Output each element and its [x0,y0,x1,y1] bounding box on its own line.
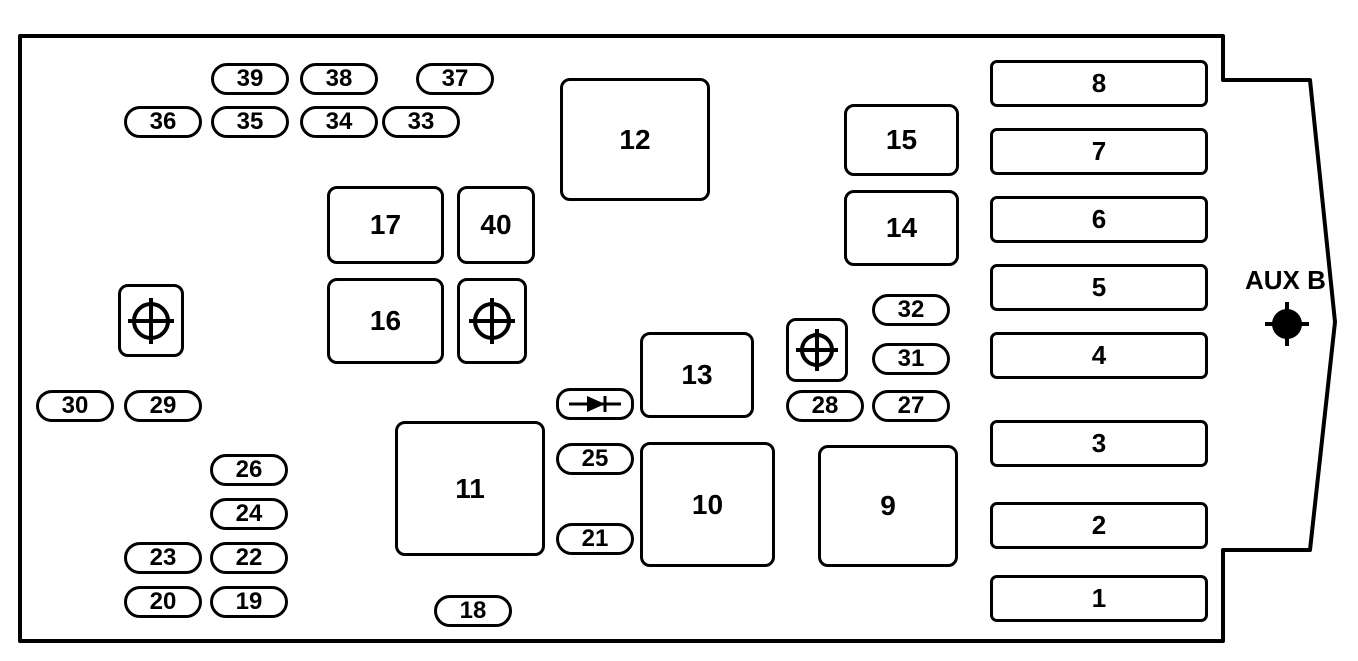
fuse-25: 25 [556,443,634,475]
maxi-fuse-7: 7 [990,128,1208,175]
maxi-fuse-2: 2 [990,502,1208,549]
maxi-fuse-3: 3 [990,420,1208,467]
fuse-21: 21 [556,523,634,555]
fuse-39: 39 [211,63,289,95]
relay-15: 15 [844,104,959,176]
fuse-28: 28 [786,390,864,422]
relay-14: 14 [844,190,959,266]
relay-9: 9 [818,445,958,567]
fuse-23: 23 [124,542,202,574]
crosshair-box-28 [786,318,848,382]
crosshair-box-16 [457,278,527,364]
crosshair-box-29 [118,284,184,357]
fuse-19: 19 [210,586,288,618]
relay-40: 40 [457,186,535,264]
fuse-35: 35 [211,106,289,138]
fuse-26: 26 [210,454,288,486]
fuse-18: 18 [434,595,512,627]
aux-b-crosshair [1265,302,1309,346]
fuse-38: 38 [300,63,378,95]
relay-12: 12 [560,78,710,201]
relay-17: 17 [327,186,444,264]
fuse-31: 31 [872,343,950,375]
fuse-37: 37 [416,63,494,95]
fuse-20: 20 [124,586,202,618]
aux-b-label: AUX B [1245,265,1326,296]
maxi-fuse-6: 6 [990,196,1208,243]
maxi-fuse-1: 1 [990,575,1208,622]
fuse-33: 33 [382,106,460,138]
diode-box [556,388,634,420]
fuse-27: 27 [872,390,950,422]
relay-11: 11 [395,421,545,556]
relay-13: 13 [640,332,754,418]
relay-16: 16 [327,278,444,364]
fuse-29: 29 [124,390,202,422]
fuse-22: 22 [210,542,288,574]
fuse-36: 36 [124,106,202,138]
fuse-34: 34 [300,106,378,138]
maxi-fuse-5: 5 [990,264,1208,311]
maxi-fuse-8: 8 [990,60,1208,107]
fuse-24: 24 [210,498,288,530]
relay-10: 10 [640,442,775,567]
maxi-fuse-4: 4 [990,332,1208,379]
fuse-30: 30 [36,390,114,422]
fuse-32: 32 [872,294,950,326]
